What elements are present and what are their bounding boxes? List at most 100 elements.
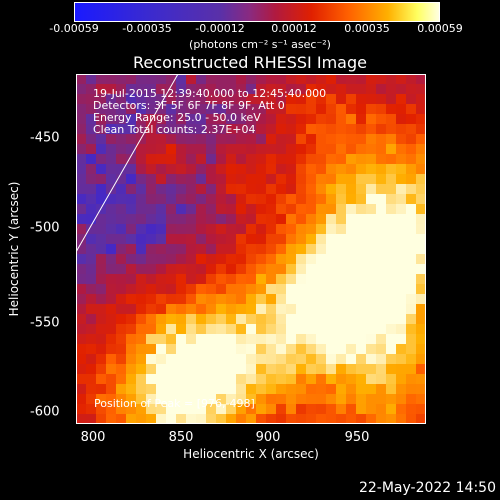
heatmap-cell — [166, 264, 177, 275]
heatmap-cell — [286, 354, 297, 365]
heatmap-cell — [256, 234, 267, 245]
heatmap-cell — [136, 304, 147, 315]
heatmap-cell — [256, 294, 267, 305]
heatmap-cell — [76, 414, 87, 424]
heatmap-cell — [206, 294, 217, 305]
heatmap-cell — [136, 334, 147, 345]
heatmap-cell — [386, 414, 397, 424]
heatmap-cell — [236, 244, 247, 255]
heatmap-cell — [136, 294, 147, 305]
heatmap-cell — [356, 224, 367, 235]
heatmap-cell — [216, 384, 227, 395]
heatmap-cell — [316, 84, 327, 95]
heatmap-cell — [246, 234, 257, 245]
heatmap-cell — [226, 394, 237, 405]
heatmap-cell — [236, 334, 247, 345]
heatmap-cell — [236, 84, 247, 95]
heatmap-cell — [196, 164, 207, 175]
heatmap-cell — [196, 334, 207, 345]
heatmap-cell — [156, 164, 167, 175]
heatmap-cell — [96, 364, 107, 375]
heatmap-cell — [366, 94, 377, 105]
heatmap-cell — [196, 214, 207, 225]
heatmap-cell — [156, 144, 167, 155]
heatmap-cell — [326, 384, 337, 395]
heatmap-cell — [256, 344, 267, 355]
heatmap-cell — [146, 184, 157, 195]
heatmap-cell — [376, 144, 387, 155]
heatmap-cell — [216, 114, 227, 125]
heatmap-cell — [276, 344, 287, 355]
heatmap-cell — [166, 354, 177, 365]
heatmap-cell — [196, 414, 207, 424]
heatmap-cell — [316, 224, 327, 235]
heatmap-cell — [326, 144, 337, 155]
heatmap-cell — [396, 354, 407, 365]
heatmap-cell — [156, 134, 167, 145]
heatmap-cell — [336, 284, 347, 295]
annotation-time: 19-Jul-2015 12:39:40.000 to 12:45:40.000 — [93, 87, 327, 100]
x-tick: 850 — [168, 430, 194, 445]
heatmap-cell — [186, 244, 197, 255]
heatmap-cell — [216, 394, 227, 405]
heatmap-cell — [226, 384, 237, 395]
heatmap-cell — [416, 324, 426, 335]
heatmap-cell — [86, 284, 97, 295]
heatmap-cell — [346, 334, 357, 345]
heatmap-cell — [136, 214, 147, 225]
heatmap-cell — [306, 294, 317, 305]
heatmap-cell — [406, 414, 417, 424]
colorbar — [74, 2, 440, 22]
heatmap-cell — [306, 114, 317, 125]
heatmap-cell — [166, 244, 177, 255]
heatmap-cell — [336, 274, 347, 285]
heatmap-cell — [256, 404, 267, 415]
heatmap-cell — [316, 254, 327, 265]
heatmap-cell — [246, 214, 257, 225]
heatmap-cell — [186, 84, 197, 95]
heatmap-cell — [406, 74, 417, 85]
heatmap-cell — [236, 214, 247, 225]
heatmap-cell — [286, 234, 297, 245]
heatmap-cell — [176, 144, 187, 155]
heatmap-cell — [156, 394, 167, 405]
heatmap-cell — [166, 284, 177, 295]
heatmap-cell — [256, 334, 267, 345]
heatmap-cell — [336, 264, 347, 275]
heatmap-cell — [196, 404, 207, 415]
colorbar-tick: -0.00059 — [49, 22, 99, 35]
heatmap-cell — [396, 314, 407, 325]
heatmap-cell — [86, 264, 97, 275]
heatmap-cell — [76, 334, 87, 345]
heatmap-cell — [266, 344, 277, 355]
heatmap-cell — [166, 294, 177, 305]
heatmap-cell — [76, 74, 87, 85]
heatmap-cell — [116, 294, 127, 305]
heatmap-cell — [76, 174, 87, 185]
heatmap-cell — [156, 174, 167, 185]
heatmap-cell — [96, 334, 107, 345]
heatmap-cell — [96, 284, 107, 295]
heatmap-cell — [376, 114, 387, 125]
heatmap-cell — [266, 164, 277, 175]
heatmap-cell — [396, 264, 407, 275]
heatmap-cell — [416, 274, 426, 285]
heatmap-cell — [396, 194, 407, 205]
heatmap-cell — [146, 274, 157, 285]
heatmap-cell — [266, 214, 277, 225]
heatmap-cell — [156, 84, 167, 95]
heatmap-cell — [216, 344, 227, 355]
heatmap-cell — [296, 294, 307, 305]
solar-limb-line — [76, 74, 179, 253]
heatmap-cell — [166, 344, 177, 355]
heatmap-cell — [316, 304, 327, 315]
heatmap-cell — [346, 164, 357, 175]
heatmap-cell — [166, 384, 177, 395]
heatmap-cell — [116, 114, 127, 125]
heatmap-cell — [76, 344, 87, 355]
heatmap-cell — [276, 224, 287, 235]
heatmap-cell — [236, 254, 247, 265]
heatmap-cell — [396, 74, 407, 85]
heatmap-cell — [276, 214, 287, 225]
heatmap-cell — [246, 414, 257, 424]
